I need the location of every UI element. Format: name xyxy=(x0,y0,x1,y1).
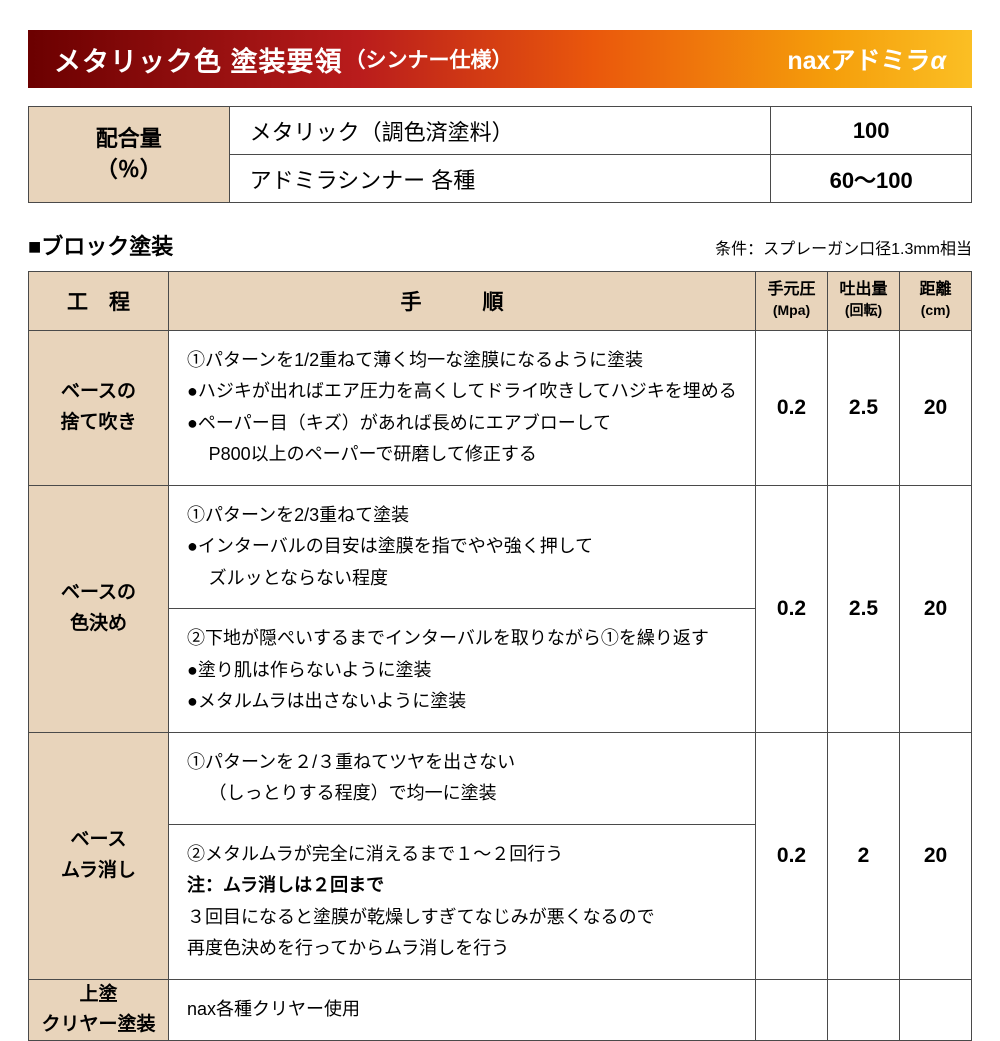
value-cell xyxy=(900,979,972,1041)
col-pressure: 手元圧(Mpa) xyxy=(756,272,828,331)
col-steps: 手 順 xyxy=(169,272,756,331)
steps-cell: nax各種クリヤー使用 xyxy=(169,979,756,1041)
ratio-row-name: メタリック（調色済塗料） xyxy=(229,107,771,155)
section-title: ■ブロック塗装 xyxy=(28,229,173,261)
value-cell: 2 xyxy=(828,732,900,979)
steps-cell: ①パターンを1/2重ねて薄く均一な塗膜になるように塗装●ハジキが出ればエア圧力を… xyxy=(169,330,756,485)
table-row: ベースの色決め①パターンを2/3重ねて塗装●インターバルの目安は塗膜を指でやや強… xyxy=(29,485,972,609)
process-cell: ベースの色決め xyxy=(29,485,169,732)
value-cell xyxy=(756,979,828,1041)
process-cell: ベースムラ消し xyxy=(29,732,169,979)
value-cell: 20 xyxy=(900,330,972,485)
value-cell: 20 xyxy=(900,732,972,979)
process-cell: 上塗クリヤー塗装 xyxy=(29,979,169,1041)
col-process: 工 程 xyxy=(29,272,169,331)
steps-cell: ①パターンを2/3重ねて塗装●インターバルの目安は塗膜を指でやや強く押してズルッ… xyxy=(169,485,756,609)
ratio-row-value: 100 xyxy=(771,107,972,155)
ratio-row-value: 60〜100 xyxy=(771,155,972,203)
process-table: 工 程 手 順 手元圧(Mpa) 吐出量(回転) 距離(cm) ベースの捨て吹き… xyxy=(28,271,972,1041)
value-cell: 2.5 xyxy=(828,330,900,485)
value-cell: 0.2 xyxy=(756,732,828,979)
ratio-row-name: アドミラシンナー 各種 xyxy=(229,155,771,203)
header-banner: メタリック色 塗装要領 （シンナー仕様） naxアドミラα xyxy=(28,30,972,88)
table-header-row: 工 程 手 順 手元圧(Mpa) 吐出量(回転) 距離(cm) xyxy=(29,272,972,331)
value-cell: 0.2 xyxy=(756,330,828,485)
table-row: ベースムラ消し①パターンを２/３重ねてツヤを出さない（しっとりする程度）で均一に… xyxy=(29,732,972,824)
value-cell: 20 xyxy=(900,485,972,732)
table-row: 上塗クリヤー塗装nax各種クリヤー使用 xyxy=(29,979,972,1041)
ratio-label: 配合量 （％） xyxy=(29,107,230,203)
ratio-table: 配合量 （％） メタリック（調色済塗料） 100 アドミラシンナー 各種 60〜… xyxy=(28,106,972,203)
steps-cell: ②下地が隠ぺいするまでインターバルを取りながら①を繰り返す●塗り肌は作らないよう… xyxy=(169,609,756,733)
col-distance: 距離(cm) xyxy=(900,272,972,331)
header-brand: naxアドミラα xyxy=(787,41,946,77)
section-condition: 条件：スプレーガン口径1.3mm相当 xyxy=(715,235,972,259)
value-cell: 2.5 xyxy=(828,485,900,732)
value-cell xyxy=(828,979,900,1041)
steps-cell: ①パターンを２/３重ねてツヤを出さない（しっとりする程度）で均一に塗装 xyxy=(169,732,756,824)
section-header: ■ブロック塗装 条件：スプレーガン口径1.3mm相当 xyxy=(28,229,972,261)
process-cell: ベースの捨て吹き xyxy=(29,330,169,485)
steps-cell: ②メタルムラが完全に消えるまで１〜２回行う注：ムラ消しは２回まで３回目になると塗… xyxy=(169,824,756,979)
header-title: メタリック色 塗装要領 xyxy=(54,40,343,79)
value-cell: 0.2 xyxy=(756,485,828,732)
header-subtitle: （シンナー仕様） xyxy=(345,44,513,74)
col-output: 吐出量(回転) xyxy=(828,272,900,331)
table-row: ベースの捨て吹き①パターンを1/2重ねて薄く均一な塗膜になるように塗装●ハジキが… xyxy=(29,330,972,485)
